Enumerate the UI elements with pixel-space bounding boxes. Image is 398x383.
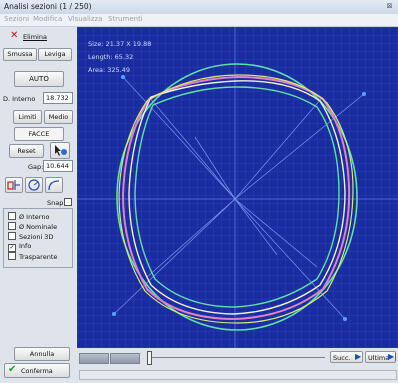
status-line	[79, 370, 397, 380]
snap-label: Snap	[47, 199, 64, 207]
succ-button[interactable]: Succ. ▶	[330, 351, 363, 363]
menu-strumenti[interactable]: Strumenti	[108, 15, 143, 23]
title-bar: Analisi sezioni (1 / 250) ⊠	[0, 0, 398, 14]
check-interno-box[interactable]	[8, 212, 16, 220]
annulla-button[interactable]: Annulla	[14, 347, 70, 361]
facce-button[interactable]: FACCE	[14, 127, 64, 141]
tool-cursor-button[interactable]	[50, 142, 70, 159]
distance-icon	[7, 180, 20, 190]
conferma-button[interactable]: ✔ Conferma	[4, 363, 70, 378]
radial-spokes	[113, 76, 365, 320]
reset-button[interactable]: Reset	[9, 144, 44, 158]
slider-track	[147, 357, 325, 358]
section-slider[interactable]	[147, 351, 325, 365]
check-interno-label: Ø Interno	[19, 213, 50, 221]
info-area: Area: 325.49	[88, 66, 130, 74]
d-interno-label: D. Interno	[3, 95, 36, 103]
check-nominale-label: Ø Nominale	[19, 223, 58, 231]
limiti-button[interactable]: Limiti	[13, 110, 42, 124]
window-title: Analisi sezioni (1 / 250)	[4, 2, 92, 11]
handle-points	[112, 75, 366, 321]
contour-pink	[121, 75, 351, 321]
check-info[interactable]: ✓ Info	[8, 242, 31, 252]
pointer-blue-icon	[55, 145, 67, 156]
arrow-right-icon: ▶	[355, 352, 362, 361]
delete-x-icon: ✕	[10, 30, 19, 41]
circle-measure-icon	[28, 179, 40, 191]
d-interno-field[interactable]: 18.732	[43, 92, 73, 104]
check-info-box[interactable]: ✓	[8, 244, 16, 252]
check-sezioni-3d-label: Sezioni 3D	[19, 233, 54, 241]
nav-first-button[interactable]	[79, 353, 109, 364]
check-info-label: Info	[19, 242, 32, 250]
info-length: Length: 65.32	[88, 53, 134, 61]
check-trasparente-box[interactable]	[8, 252, 16, 260]
check-interno[interactable]: Ø Interno	[8, 212, 49, 221]
check-trasparente-label: Trasparente	[19, 253, 58, 261]
menu-visualizza[interactable]: Visualizza	[68, 15, 103, 23]
menu-sezioni[interactable]: Sezioni	[4, 15, 30, 23]
ultima-label: Ultima	[368, 354, 390, 362]
smussa-button[interactable]: Smussa	[3, 48, 37, 61]
ultima-button[interactable]: Ultima ▶|	[365, 351, 397, 363]
check-sezioni-3d[interactable]: Sezioni 3D	[8, 232, 53, 241]
nav-prev-button[interactable]	[110, 353, 140, 364]
info-size: Size: 21.37 X 19.88	[88, 40, 152, 48]
section-plot[interactable]: Size: 21.37 X 19.88 Length: 65.32 Area: …	[77, 27, 398, 348]
menu-modifica[interactable]: Modifica	[33, 15, 63, 23]
bottom-bar: Succ. ▶ Ultima ▶|	[77, 348, 398, 383]
snap-checkbox[interactable]	[64, 198, 72, 206]
contour-teal-inner	[134, 86, 340, 308]
check-trasparente[interactable]: Trasparente	[8, 252, 57, 261]
elimina-label: Elimina	[23, 33, 47, 41]
arc-icon	[48, 180, 60, 191]
auto-button[interactable]: AUTO	[14, 71, 64, 87]
menu-bar: Sezioni Modifica Visualizza Strumenti	[0, 14, 398, 27]
contour-green-outer	[116, 63, 358, 331]
check-nominale-box[interactable]	[8, 222, 16, 230]
succ-label: Succ.	[333, 354, 351, 362]
arrow-last-icon: ▶|	[388, 352, 397, 361]
display-options-group: Ø Interno Ø Nominale Sezioni 3D ✓ Info Tr…	[3, 208, 73, 268]
contour-white	[128, 80, 346, 315]
plot-svg	[77, 27, 398, 348]
tool-arc-button[interactable]	[45, 177, 63, 193]
check-green-icon: ✔	[8, 364, 17, 375]
check-sezioni-3d-box[interactable]	[8, 232, 16, 240]
tool-circle-button[interactable]	[25, 177, 43, 193]
gap-field[interactable]: 10.644	[43, 160, 73, 172]
elimina-button[interactable]: ✕ Elimina	[10, 30, 70, 43]
tool-distance-button[interactable]	[5, 177, 23, 193]
leviga-button[interactable]: Leviga	[38, 48, 72, 61]
slider-thumb[interactable]	[147, 351, 152, 365]
medio-button[interactable]: Medio	[44, 110, 73, 124]
left-panel: ✕ Elimina Smussa Leviga AUTO D. Interno …	[0, 27, 76, 383]
conferma-label: Conferma	[21, 367, 53, 375]
contour-yellow	[118, 74, 354, 324]
gap-label: Gap:	[28, 163, 44, 171]
check-nominale[interactable]: Ø Nominale	[8, 222, 57, 231]
close-icon[interactable]: ⊠	[386, 2, 393, 10]
